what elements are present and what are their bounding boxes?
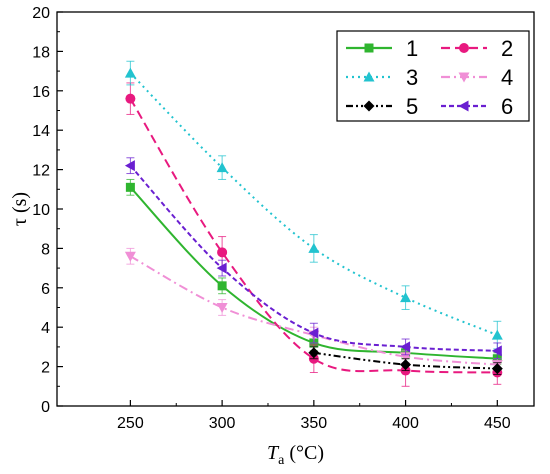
legend-marker-4 [458,72,470,83]
y-tick-label: 0 [41,399,50,416]
y-tick-label: 6 [41,281,50,298]
series-3-point [400,292,412,303]
legend-marker-6 [458,100,469,112]
y-tick-label: 14 [32,123,50,140]
series-1-point [217,281,227,291]
y-tick-label: 2 [41,360,50,377]
legend: 1 2 3 4 5 6 [336,30,530,122]
legend-label-2: 2 [501,36,513,61]
y-tick-label: 16 [32,84,50,101]
series-4-line [129,255,498,366]
legend-marker-5 [363,100,375,112]
y-axis-label: τ (s) [9,192,31,226]
y-tick-label: 4 [41,320,50,337]
x-axis-label: Ta (°C) [267,442,324,468]
x-tick-label: 350 [300,415,327,432]
legend-marker-3 [363,71,375,82]
legend-label-6: 6 [501,94,513,119]
series-5 [308,346,503,375]
series-3-point [124,67,136,78]
series-5-point [308,347,320,359]
legend-marker-2 [459,43,469,53]
y-tick-label: 10 [32,202,50,219]
series-5-point [400,359,412,371]
y-tick-label: 8 [41,241,50,258]
series-6-point [400,341,411,353]
x-axis-symbol: T [267,442,280,464]
x-tick-label: 250 [117,415,144,432]
x-tick-label: 400 [392,415,419,432]
series-1-point [125,182,135,192]
y-tick-label: 20 [32,5,50,22]
legend-label-1: 1 [406,36,418,61]
x-axis-subscript: a [278,453,285,468]
x-tick-label: 450 [484,415,511,432]
x-tick-label: 300 [209,415,236,432]
series-3-point [491,329,503,340]
series-5-point [491,363,503,375]
series-3-point [216,162,228,173]
series-6-point [124,160,135,172]
series-6-point [216,262,227,274]
series-4-point [216,303,228,313]
series-6 [124,157,502,360]
series-6-line [129,164,498,352]
series-6-point [491,345,502,357]
series-4-point [124,251,136,262]
legend-marker-1 [364,43,374,53]
series-2-point [217,247,228,258]
series-2-point [125,93,136,104]
series-5-line [313,351,498,370]
y-tick-label: 12 [32,163,50,180]
legend-label-3: 3 [406,65,418,90]
series-6-point [308,327,319,339]
x-axis-unit: (°C) [284,442,324,464]
series-3-point [308,242,320,253]
legend-label-4: 4 [501,65,513,90]
legend-label-5: 5 [406,94,418,119]
y-tick-label: 18 [32,44,50,61]
series-2-line [129,98,498,374]
